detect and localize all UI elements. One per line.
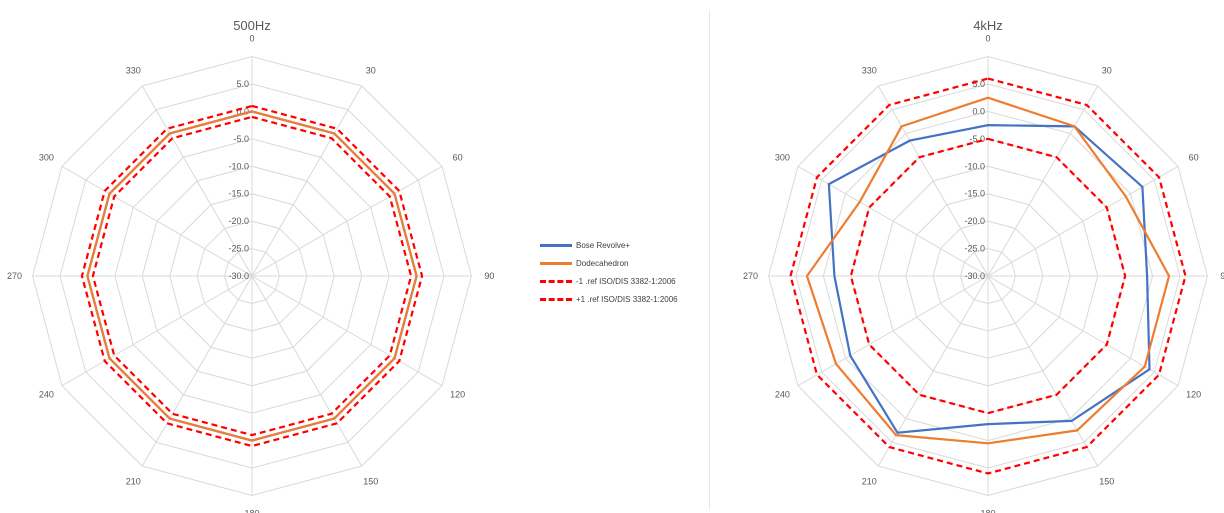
grid-spoke <box>987 85 1099 277</box>
series-line <box>80 104 424 448</box>
legend-item: Bose Revolve+ <box>540 236 730 254</box>
grid-spoke <box>251 85 363 277</box>
category-label: 330 <box>862 65 877 75</box>
category-label: 90 <box>484 271 494 281</box>
grid-spoke <box>251 275 443 387</box>
radial-tick-label: -30.0 <box>964 271 985 281</box>
legend-label: -1 .ref ISO/DIS 3382-1:2006 <box>576 276 676 286</box>
radial-tick-label: 0.0 <box>236 106 249 116</box>
series-line <box>91 115 413 437</box>
series-line <box>805 96 1171 445</box>
grid-spoke <box>141 275 253 467</box>
series-line <box>849 137 1127 415</box>
radial-tick-label: -5.0 <box>233 134 249 144</box>
category-label: 60 <box>453 152 463 162</box>
legend-item: Dodecahedron <box>540 254 730 272</box>
category-label: 60 <box>1189 152 1199 162</box>
series-line <box>827 124 1151 434</box>
grid-spoke <box>987 165 1179 277</box>
grid-spoke <box>61 165 253 277</box>
radial-tick-label: -30.0 <box>228 271 249 281</box>
category-label: 0 <box>249 34 254 44</box>
category-label: 0 <box>985 34 990 44</box>
category-label: 180 <box>980 508 995 513</box>
legend-label: +1 .ref ISO/DIS 3382-1:2006 <box>576 294 678 304</box>
grid-spoke <box>877 85 989 277</box>
category-label: 120 <box>1186 390 1201 400</box>
radial-tick-label: -20.0 <box>228 216 249 226</box>
category-label: 210 <box>862 477 877 487</box>
legend-swatch <box>540 279 572 283</box>
grid-spoke <box>987 275 1099 467</box>
legend-item: -1 .ref ISO/DIS 3382-1:2006 <box>540 272 730 290</box>
chart-title: 4kHz <box>973 18 1003 33</box>
category-label: 180 <box>244 508 259 513</box>
category-label: 90 <box>1220 271 1224 281</box>
radial-tick-label: -10.0 <box>228 161 249 171</box>
chart-divider <box>709 10 710 510</box>
radial-tick-label: 5.0 <box>236 79 249 89</box>
grid-spoke <box>797 275 989 387</box>
radial-tick-label: -5.0 <box>969 134 985 144</box>
category-label: 270 <box>7 271 22 281</box>
category-label: 240 <box>775 390 790 400</box>
legend-swatch <box>540 297 572 301</box>
series-line <box>86 110 418 442</box>
grid-spoke <box>987 275 1179 387</box>
category-label: 120 <box>450 390 465 400</box>
radial-tick-label: 0.0 <box>972 106 985 116</box>
legend-swatch <box>540 243 572 247</box>
grid-spoke <box>251 165 443 277</box>
category-label: 30 <box>366 65 376 75</box>
grid-spoke <box>141 85 253 277</box>
radar-chart-4khz: 4kHz 5.0 0.0 -5.0 -10.0 -15.0 -20.0 -25.0 -30.0… <box>743 18 1224 513</box>
category-label: 210 <box>126 477 141 487</box>
series-line <box>789 77 1187 475</box>
legend-label: Dodecahedron <box>576 258 629 268</box>
grid-spoke <box>61 275 253 387</box>
legend: Bose Revolve+ Dodecahedron -1 .ref ISO/D… <box>540 236 730 308</box>
category-label: 240 <box>39 390 54 400</box>
radial-tick-label: -25.0 <box>964 244 985 254</box>
category-label: 330 <box>126 65 141 75</box>
radial-tick-label: -15.0 <box>228 189 249 199</box>
radial-tick-label: -25.0 <box>228 244 249 254</box>
legend-item: +1 .ref ISO/DIS 3382-1:2006 <box>540 290 730 308</box>
legend-label: Bose Revolve+ <box>576 240 631 250</box>
grid-spoke <box>251 275 363 467</box>
radial-tick-label: -20.0 <box>964 216 985 226</box>
legend-swatch <box>540 261 572 265</box>
radial-tick-label: -15.0 <box>964 189 985 199</box>
radar-chart-500hz: 500Hz 5.0 0.0 -5.0 -10.0 -15.0 -20.0 -25.0 -30.… <box>7 18 494 513</box>
radial-tick-label: 5.0 <box>972 79 985 89</box>
category-label: 270 <box>743 271 758 281</box>
radial-tick-label: -10.0 <box>964 161 985 171</box>
category-label: 150 <box>1099 477 1114 487</box>
category-label: 150 <box>363 477 378 487</box>
category-label: 300 <box>39 152 54 162</box>
category-label: 30 <box>1102 65 1112 75</box>
chart-title: 500Hz <box>233 18 271 33</box>
category-label: 300 <box>775 152 790 162</box>
